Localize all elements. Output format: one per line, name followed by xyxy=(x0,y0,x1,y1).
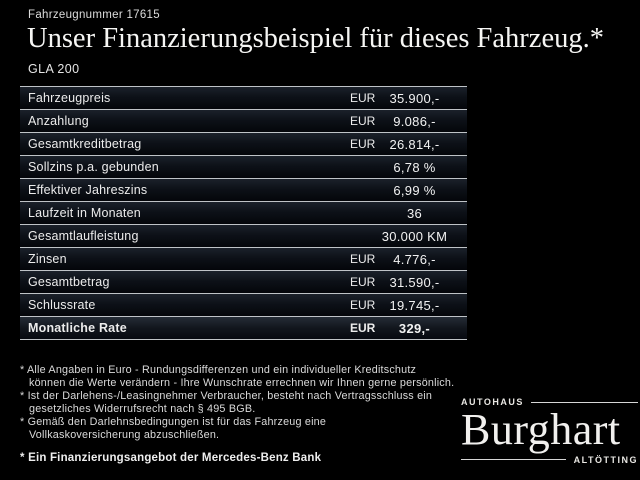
row-currency: EUR xyxy=(350,114,376,128)
row-label: Gesamtbetrag xyxy=(28,275,110,289)
vehicle-number: Fahrzeugnummer 17615 xyxy=(28,9,160,21)
row-value: 329,- xyxy=(398,320,431,336)
footnote-line: Vollkaskoversicherung abzuschließen. xyxy=(29,429,220,441)
table-row: Effektiver Jahreszins 6,99 % xyxy=(20,179,467,202)
row-currency: EUR xyxy=(350,252,376,266)
row-label: Gesamtkreditbetrag xyxy=(28,137,142,151)
row-value: 30.000 KM xyxy=(381,228,448,244)
logo-rule-top xyxy=(530,401,638,403)
table-row: Zinsen EUR 4.776,- xyxy=(20,248,467,271)
row-label: Zinsen xyxy=(28,252,67,266)
footnote-line: * Gemäß den Darlehnsbedingungen ist für … xyxy=(20,416,327,428)
footnote-line: können die Werte verändern - Ihre Wunsch… xyxy=(29,377,455,389)
dealer-name: Burghart xyxy=(461,405,621,454)
logo-top-row: Autohaus xyxy=(461,397,638,407)
row-currency: EUR xyxy=(350,298,376,312)
table-row-monthly-rate: Monatliche Rate EUR 329,- xyxy=(20,317,467,340)
row-value: 9.086,- xyxy=(393,113,436,129)
footnote: * Alle Angaben in Euro - Rundungsdiffere… xyxy=(20,364,475,390)
row-label: Monatliche Rate xyxy=(28,321,127,335)
row-currency: EUR xyxy=(350,275,376,289)
table-row: Laufzeit in Monaten 36 xyxy=(20,202,467,225)
row-value: 36 xyxy=(406,205,423,221)
row-value: 19.745,- xyxy=(389,297,440,313)
row-currency: EUR xyxy=(350,137,376,151)
row-value: 6,99 % xyxy=(393,182,436,198)
row-label: Effektiver Jahreszins xyxy=(28,183,148,197)
row-value: 31.590,- xyxy=(389,274,440,290)
row-currency: EUR xyxy=(350,91,376,105)
row-value: 26.814,- xyxy=(389,136,440,152)
footnote-line: * Ist der Darlehens-/Leasingnehmer Verbr… xyxy=(20,390,433,402)
table-row: Fahrzeugpreis EUR 35.900,- xyxy=(20,87,467,110)
row-value: 4.776,- xyxy=(393,251,436,267)
row-value: 6,78 % xyxy=(393,159,436,175)
logo-autohaus-label: Autohaus xyxy=(461,397,524,407)
table-row: Gesamtbetrag EUR 31.590,- xyxy=(20,271,467,294)
row-label: Sollzins p.a. gebunden xyxy=(28,160,159,174)
footnote-line: * Alle Angaben in Euro - Rundungsdiffere… xyxy=(20,364,417,376)
row-label: Gesamtlaufleistung xyxy=(28,229,139,243)
table-row: Gesamtlaufleistung 30.000 KM xyxy=(20,225,467,248)
table-row: Schlussrate EUR 19.745,- xyxy=(20,294,467,317)
row-label: Laufzeit in Monaten xyxy=(28,206,141,220)
logo-bottom-row: Altötting xyxy=(461,455,638,465)
table-row: Anzahlung EUR 9.086,- xyxy=(20,110,467,133)
footnote-line: gesetzliches Widerrufsrecht nach § 495 B… xyxy=(29,403,256,415)
row-label: Fahrzeugpreis xyxy=(28,91,111,105)
financing-table: Fahrzeugpreis EUR 35.900,- Anzahlung EUR… xyxy=(20,86,467,340)
logo-rule-bottom xyxy=(461,459,566,461)
page-title: Unser Finanzierungsbeispiel für dieses F… xyxy=(27,23,604,54)
row-label: Schlussrate xyxy=(28,298,96,312)
footnote: * Gemäß den Darlehnsbedingungen ist für … xyxy=(20,416,475,442)
financing-offer-note: * Ein Finanzierungsangebot der Mercedes-… xyxy=(20,452,322,464)
row-value: 35.900,- xyxy=(389,90,440,106)
row-currency: EUR xyxy=(350,321,376,335)
model-name: GLA 200 xyxy=(28,62,80,76)
dealer-logo: Autohaus Burghart Altötting xyxy=(461,397,638,465)
logo-city-label: Altötting xyxy=(573,454,638,465)
footnotes: * Alle Angaben in Euro - Rundungsdiffere… xyxy=(20,364,475,442)
table-row: Gesamtkreditbetrag EUR 26.814,- xyxy=(20,133,467,156)
table-row: Sollzins p.a. gebunden 6,78 % xyxy=(20,156,467,179)
row-label: Anzahlung xyxy=(28,114,89,128)
footnote: * Ist der Darlehens-/Leasingnehmer Verbr… xyxy=(20,390,475,416)
